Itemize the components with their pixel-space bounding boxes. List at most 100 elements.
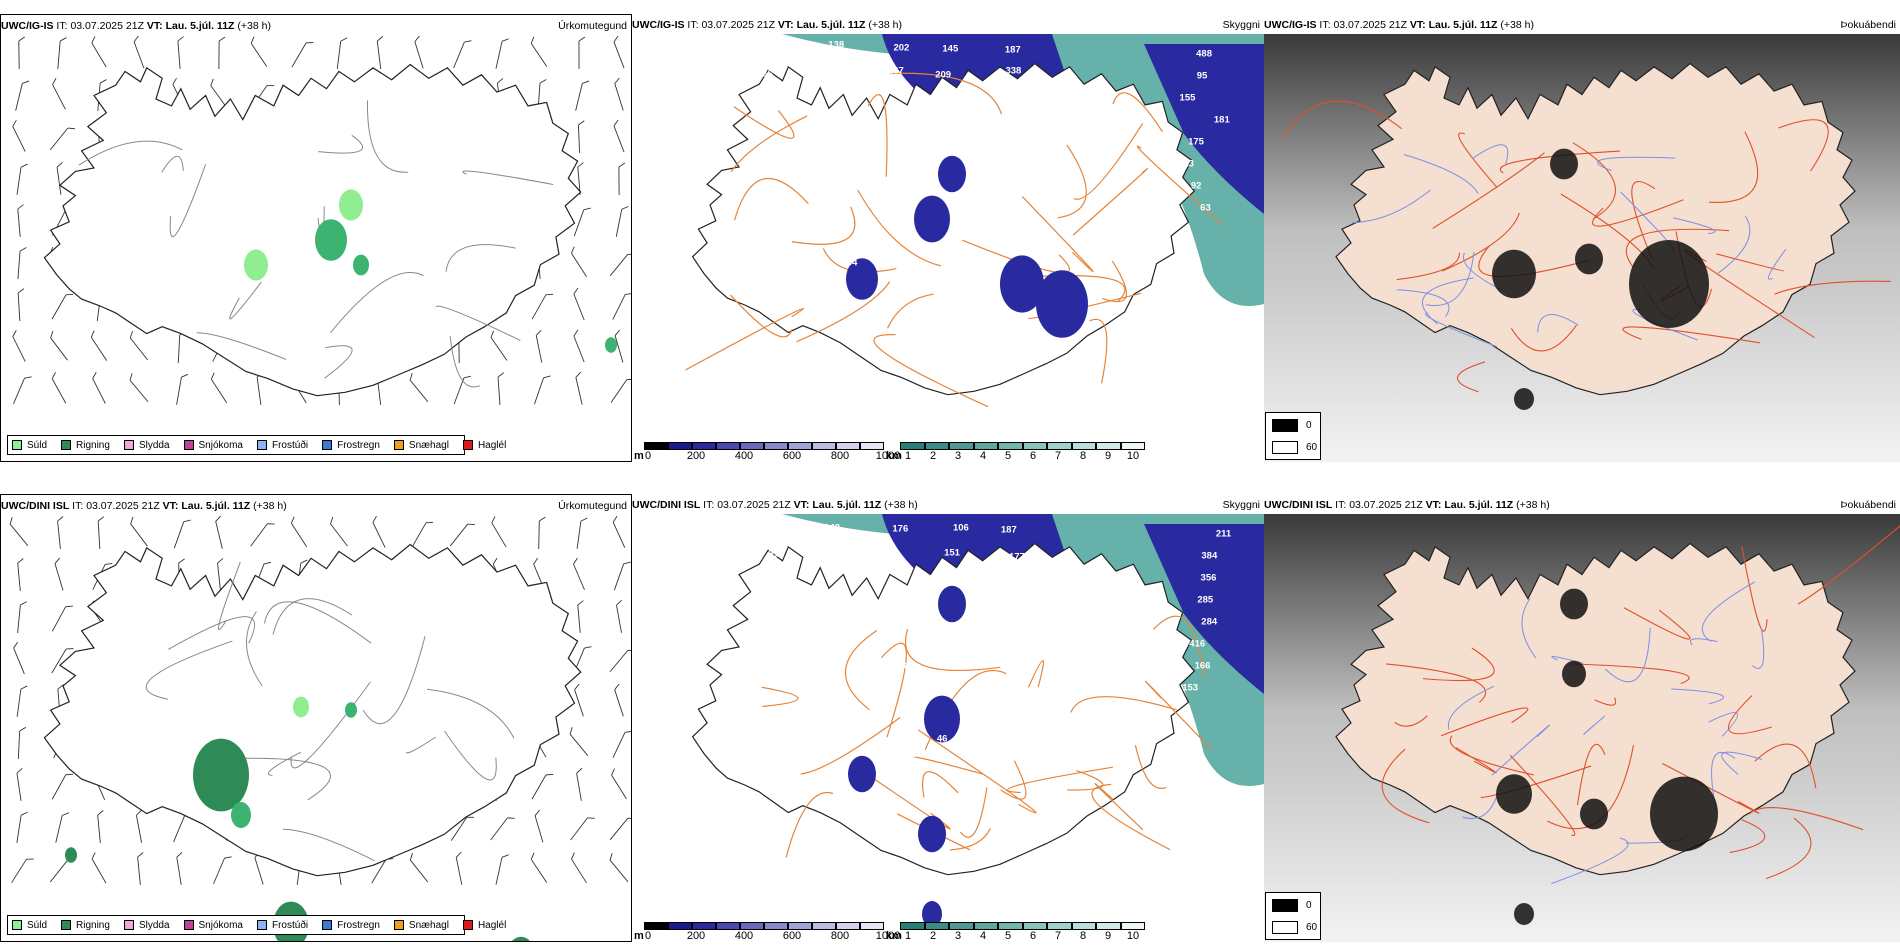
ceiling-value: 209	[935, 69, 952, 81]
road-line	[1570, 663, 1690, 685]
colorbar-unit: km	[886, 930, 902, 942]
road-line	[1070, 696, 1178, 713]
wind-barb	[51, 648, 74, 674]
colorbar-segment	[1047, 922, 1072, 930]
ceiling-value: 145	[942, 43, 959, 55]
wind-barb	[531, 293, 554, 320]
contour-line	[161, 155, 184, 173]
wind-barb	[573, 207, 591, 237]
river-line	[1672, 217, 1716, 235]
ceiling-value: 218	[826, 546, 843, 558]
road-line	[1774, 280, 1891, 295]
contour-line	[267, 751, 302, 776]
wind-barb	[455, 851, 463, 885]
init-time: 03.07.2025 21Z	[717, 499, 791, 511]
precip-area	[353, 254, 369, 276]
road-line	[1766, 817, 1812, 880]
wind-barb	[218, 36, 226, 70]
legend-label: Rigning	[76, 439, 110, 451]
precip-area	[231, 802, 251, 828]
ceiling-map	[685, 34, 1264, 408]
wind-barb	[51, 372, 67, 404]
river-line	[1767, 248, 1787, 280]
legend-swatch	[12, 440, 22, 450]
road-line	[1727, 695, 1772, 735]
river-line	[1396, 289, 1450, 317]
legend-item: Rigning	[61, 920, 110, 931]
colorbar-tick: 400	[734, 450, 754, 462]
contour-line	[196, 332, 287, 360]
wind-barb	[92, 372, 106, 404]
road-line	[1073, 123, 1144, 200]
colorbar-segment	[692, 442, 716, 450]
wind-barb	[49, 127, 76, 151]
init-label: IT:	[703, 499, 715, 511]
river-line	[1521, 598, 1537, 659]
valid-time: Lau. 5.júl. 11Z	[812, 499, 882, 511]
ceiling-value: 488	[1196, 48, 1213, 60]
road-line	[1136, 145, 1224, 226]
ceiling-value: 78	[763, 38, 774, 50]
wind-barb	[495, 854, 509, 885]
ceiling-value: 416	[1189, 638, 1206, 650]
river-line	[1403, 154, 1479, 194]
ceiling-value: 267	[887, 65, 904, 77]
valid-time: Lau. 5.júl. 11Z	[796, 19, 866, 31]
colorbar-tick: 800	[830, 930, 850, 942]
wind-barb	[13, 376, 32, 405]
road-line	[1754, 743, 1817, 789]
colorbar-segment	[644, 922, 668, 930]
panel-title: Skyggni	[1222, 499, 1260, 511]
ceiling-value: 136	[756, 68, 773, 80]
wind-barb	[57, 516, 64, 549]
road-line	[1592, 199, 1684, 227]
wind-barb	[250, 523, 275, 547]
river-line	[1462, 796, 1498, 820]
wind-barb	[51, 773, 74, 800]
road-line	[1027, 660, 1044, 688]
wind-barb	[133, 35, 145, 69]
fog-area	[1550, 148, 1578, 180]
river-line	[1689, 638, 1718, 646]
colorbar-segment	[860, 442, 884, 450]
road-line	[1622, 326, 1760, 344]
wind-barb	[495, 38, 509, 69]
road-line	[857, 189, 942, 267]
river-line	[1425, 251, 1475, 307]
contour-line	[272, 598, 353, 635]
ceiling-value: 175	[1188, 136, 1204, 148]
wind-barb	[570, 246, 587, 278]
road-line	[791, 206, 856, 245]
wind-barb	[90, 330, 108, 361]
road-line	[1572, 142, 1617, 220]
road-line	[1748, 807, 1864, 831]
legend-label: Slydda	[138, 439, 170, 451]
model-name: UWC/DINI ISL	[1264, 499, 1333, 511]
init-label: IT:	[56, 20, 68, 32]
fog-map	[1264, 514, 1900, 942]
wind-barb	[577, 600, 584, 633]
contour-line	[218, 561, 241, 631]
fog-index-panel: UWC/IG-IS IT: 03.07.2025 21Z VT: Lau. 5.…	[1264, 14, 1900, 462]
road-line	[685, 307, 804, 371]
legend-item: Snjókoma	[183, 920, 243, 931]
road-line	[1741, 546, 1768, 632]
road-line	[1394, 715, 1428, 727]
road-line	[1112, 92, 1163, 133]
wind-barb	[535, 329, 543, 363]
ceiling-value: 181	[1213, 114, 1230, 126]
colorbar-segment	[1120, 442, 1145, 450]
legend-swatch	[123, 920, 134, 930]
contour-line	[444, 730, 497, 781]
valid-label: VT:	[777, 19, 794, 31]
road-line	[880, 642, 907, 738]
ceiling-value: 106	[952, 522, 969, 534]
river-line	[1752, 628, 1765, 669]
colorbar-segment	[788, 442, 812, 450]
panel-header: UWC/DINI ISL IT: 03.07.2025 21Z VT: Lau.…	[632, 498, 1264, 512]
wind-barb	[97, 810, 104, 843]
colorbar-segment	[716, 442, 740, 450]
wind-barb	[409, 853, 429, 883]
contour-line	[426, 688, 515, 739]
ceiling-value: 125	[761, 526, 778, 538]
